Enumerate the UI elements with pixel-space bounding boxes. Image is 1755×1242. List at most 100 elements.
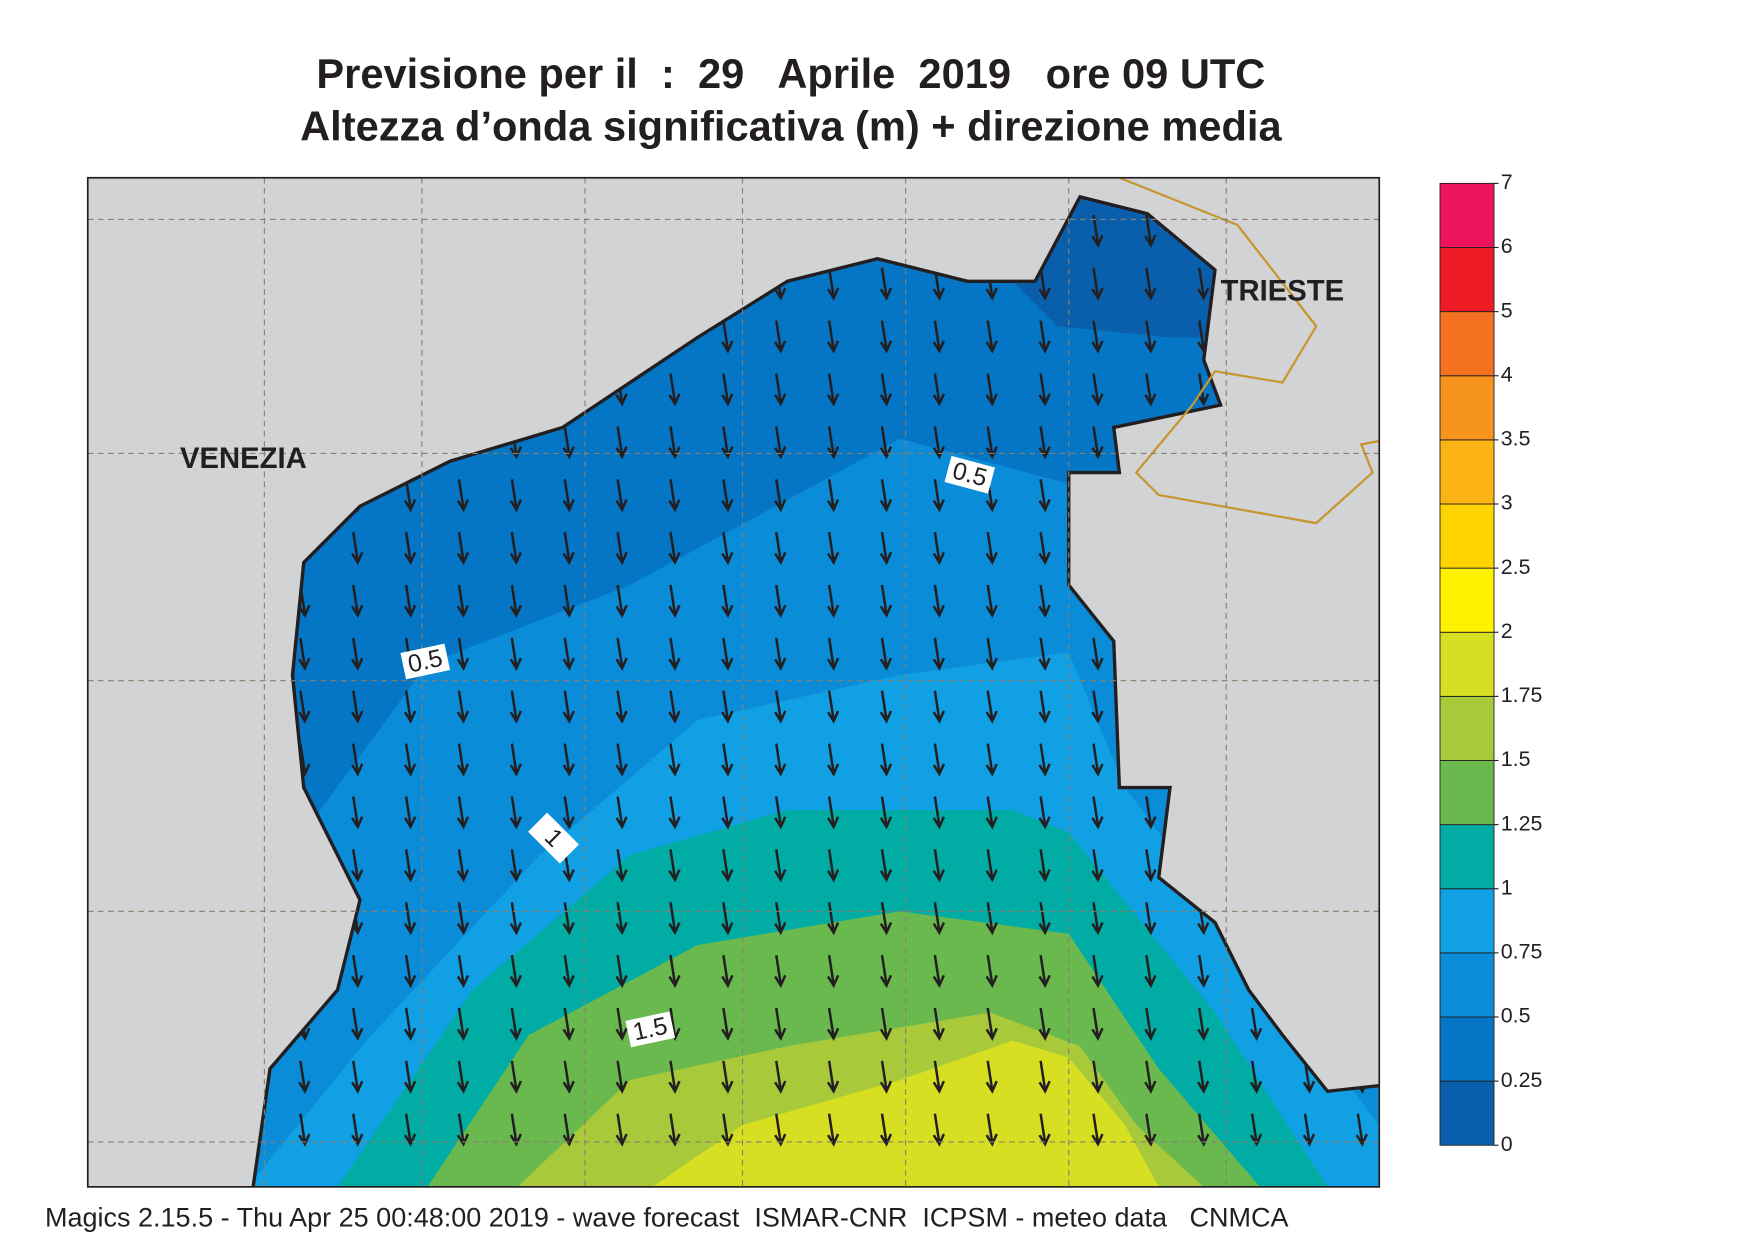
arrow [351, 637, 364, 671]
arrow [562, 796, 575, 830]
arrow [615, 743, 628, 777]
arrow [1038, 902, 1051, 936]
arrow [1249, 1060, 1263, 1094]
contour-labels: 0.50.511.5 [400, 455, 995, 1048]
arrow [668, 426, 681, 460]
arrow [826, 1113, 840, 1147]
arrow [668, 373, 681, 407]
arrow [1197, 373, 1210, 407]
colorbar-swatch [1439, 375, 1495, 441]
arrow [1038, 426, 1051, 460]
arrow [721, 584, 734, 619]
arrow [774, 1113, 787, 1147]
colorbar-swatch [1439, 888, 1495, 954]
contour-label: 1.5 [625, 1011, 676, 1048]
arrow [351, 531, 364, 566]
colorbar-label: 3 [1501, 491, 1513, 515]
arrow [1038, 1113, 1051, 1147]
arrow [403, 849, 417, 883]
colorbar-swatch [1439, 247, 1495, 313]
arrow [562, 637, 575, 671]
arrow [1091, 954, 1104, 989]
arrow [351, 743, 364, 777]
arrow [509, 796, 523, 830]
arrow [1144, 902, 1157, 936]
arrow [456, 796, 470, 830]
arrow [1038, 690, 1051, 724]
arrow [668, 1113, 681, 1147]
arrow [879, 637, 893, 671]
arrow [774, 849, 787, 883]
arrow [1038, 320, 1051, 354]
arrow [456, 1113, 470, 1147]
arrow [1144, 267, 1157, 301]
arrow [668, 637, 681, 671]
arrow [774, 479, 787, 513]
arrow [615, 531, 628, 566]
arrow [826, 373, 840, 407]
arrow [509, 690, 523, 724]
colorbar-label: 0.75 [1501, 940, 1543, 964]
arrow [1144, 320, 1157, 354]
arrow [562, 584, 575, 619]
arrow [562, 1007, 575, 1042]
arrow [932, 690, 946, 724]
arrow [1091, 373, 1104, 407]
arrow [1355, 1113, 1369, 1147]
arrow [774, 426, 787, 460]
arrow [826, 479, 840, 513]
colorbar-swatch [1439, 567, 1495, 633]
arrow [668, 954, 681, 989]
arrow [298, 637, 311, 671]
arrow [774, 954, 787, 989]
colorbar-swatch [1439, 182, 1495, 248]
arrow [403, 902, 417, 936]
arrow [932, 479, 946, 513]
arrow [932, 1007, 946, 1042]
arrow [298, 1113, 311, 1147]
arrow [774, 1060, 787, 1094]
arrow [562, 954, 575, 989]
arrow [1197, 954, 1210, 989]
arrow [774, 902, 787, 936]
arrow [985, 743, 998, 777]
arrow [456, 531, 470, 566]
arrow [932, 743, 946, 777]
arrow [509, 743, 523, 777]
colorbar-swatch [1439, 952, 1495, 1018]
title-line: Previsione per il : 29 Aprile 2019 ore 0… [316, 50, 1265, 97]
arrow [403, 584, 417, 619]
colorbar-label: 2.5 [1501, 555, 1531, 579]
arrow [826, 954, 840, 989]
arrow [1038, 531, 1051, 566]
arrow [456, 637, 470, 671]
arrow [456, 479, 470, 513]
colorbar-label: 1 [1501, 875, 1513, 899]
arrow [403, 954, 417, 989]
arrow [879, 531, 893, 566]
border [1118, 176, 1380, 525]
arrow [879, 1113, 893, 1147]
arrow [1091, 1113, 1104, 1147]
colorbar-label: 0.25 [1501, 1068, 1543, 1092]
graticule [87, 177, 1380, 1187]
arrow [1038, 584, 1051, 619]
colorbar-label: 1.75 [1501, 683, 1543, 707]
arrow [403, 1113, 417, 1147]
arrow [879, 743, 893, 777]
arrow [403, 1007, 417, 1042]
arrow [932, 1113, 946, 1147]
arrow [985, 1007, 998, 1042]
arrow [1038, 1007, 1051, 1042]
arrow [1144, 796, 1157, 830]
frame [86, 176, 1381, 1188]
colorbar-swatch [1439, 631, 1495, 697]
arrow [1144, 1113, 1157, 1147]
arrow [774, 690, 787, 724]
arrow [932, 320, 946, 354]
colorbar-label: 6 [1501, 234, 1513, 258]
arrow [826, 320, 840, 354]
arrow [932, 426, 946, 460]
arrow [456, 690, 470, 724]
